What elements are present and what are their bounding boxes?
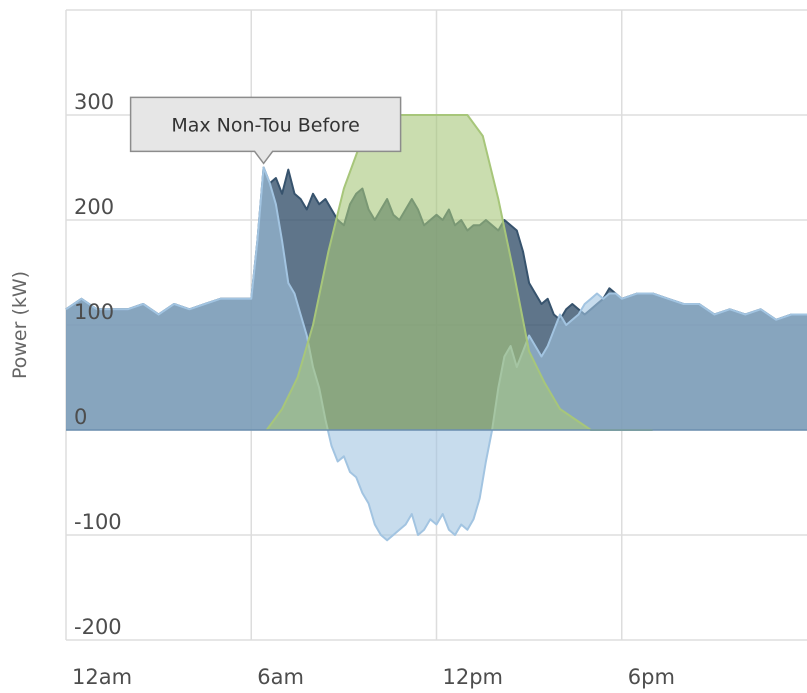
series-line-3 [265, 114, 653, 431]
x-tick-label: 12am [72, 665, 132, 689]
series-line-2 [65, 166, 807, 542]
tooltip: Max Non-Tou Before [129, 96, 402, 165]
y-tick-label: 200 [74, 195, 114, 219]
y-tick-labels: -200 -100 0 100 200 300 [74, 90, 122, 639]
x-tick-labels: 12am 6am 12pm 6pm [72, 665, 675, 689]
y-tick-label: 0 [74, 405, 87, 429]
series-areas [65, 114, 807, 542]
x-tick-label: 6am [257, 665, 304, 689]
y-tick-label: -200 [74, 615, 122, 639]
tooltip-label: Max Non-Tou Before [171, 114, 360, 136]
series-area-2 [66, 167, 807, 541]
y-tick-label: -100 [74, 510, 122, 534]
series-area-3 [266, 115, 653, 430]
x-tick-label: 6pm [628, 665, 675, 689]
tooltip-box [129, 96, 402, 165]
y-tick-label: 100 [74, 300, 114, 324]
y-axis-title: Power (kW) [9, 271, 31, 379]
x-tick-label: 12pm [443, 665, 504, 689]
y-tick-label: 300 [74, 90, 114, 114]
